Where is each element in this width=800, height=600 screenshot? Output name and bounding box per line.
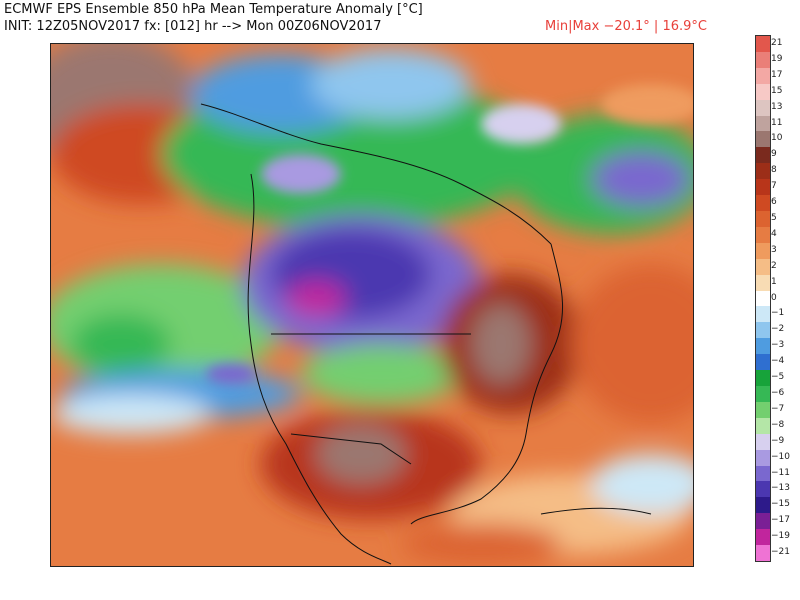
colorbar-tick-label: 10 (771, 133, 783, 144)
colorbar-swatch (756, 226, 770, 244)
caribbean-islands (540, 507, 652, 515)
east-coastline (410, 243, 563, 525)
colorbar-swatch (756, 338, 770, 355)
colorbar-swatch (756, 131, 770, 148)
colorbar-swatch (756, 163, 770, 180)
arctic-coastline (200, 103, 552, 245)
colorbar-swatch (756, 513, 770, 530)
colorbar-swatch (756, 497, 770, 514)
colorbar-swatch (756, 545, 770, 562)
colorbar-tick-label: 8 (771, 165, 777, 176)
colorbar-tick-label: −1 (771, 308, 785, 319)
colorbar-swatch (756, 370, 770, 387)
colorbar-tick-label: −19 (771, 531, 790, 542)
colorbar-tick-label: 21 (771, 37, 783, 48)
colorbar-swatch (756, 274, 770, 292)
colorbar-swatch (756, 417, 770, 435)
colorbar-swatch (756, 99, 770, 117)
colorbar-tick-label: 7 (771, 181, 777, 192)
colorbar-tick-label: −17 (771, 515, 790, 526)
anomaly-map (50, 43, 694, 567)
anomaly-map-svg (51, 44, 693, 566)
us-mexico-border (290, 433, 412, 465)
colorbar-tick-label: 4 (771, 228, 777, 239)
colorbar-tick-label: 3 (771, 244, 777, 255)
colorbar-tick-label: 1 (771, 276, 777, 287)
colorbar-tick-label: 6 (771, 197, 777, 208)
colorbar-tick-label: −7 (771, 403, 785, 414)
colorbar-swatch (756, 242, 770, 260)
colorbar-swatch (756, 147, 770, 164)
colorbar-tick-label: 15 (771, 85, 783, 96)
colorbar-tick-label: −21 (771, 547, 790, 558)
colorbar-swatch (756, 465, 770, 482)
colorbar-tick-label: −5 (771, 372, 785, 383)
coastline-outlines (200, 103, 652, 565)
init-forecast-line: INIT: 12Z05NOV2017 fx: [012] hr --> Mon … (4, 19, 382, 34)
colorbar-swatch (756, 83, 770, 101)
colorbar-swatch (756, 115, 770, 132)
colorbar-swatch (756, 401, 770, 419)
colorbar-tick-label: 11 (771, 117, 783, 128)
west-coastline (247, 173, 392, 565)
colorbar-swatch (756, 529, 770, 546)
colorbar-swatch (756, 211, 770, 228)
anomaly-detail-layer (206, 84, 693, 384)
map-title: ECMWF EPS Ensemble 850 hPa Mean Temperat… (4, 2, 423, 17)
colorbar-swatch (756, 36, 770, 53)
anomaly-field-layer (51, 44, 693, 564)
colorbar-swatch (756, 354, 770, 371)
colorbar-tick-label: −3 (771, 340, 785, 351)
colorbar-swatch (756, 306, 770, 323)
colorbar-tick-label: −10 (771, 451, 790, 462)
colorbar-swatch (756, 449, 770, 467)
colorbar-tick-label: 17 (771, 69, 783, 80)
colorbar-tick-label: −2 (771, 324, 785, 335)
colorbar-swatch (756, 433, 770, 451)
colorbar-swatch (756, 179, 770, 196)
colorbar-swatch (756, 195, 770, 212)
colorbar (755, 35, 771, 562)
colorbar-swatch (756, 322, 770, 339)
colorbar-tick-label: 2 (771, 260, 777, 271)
colorbar-tick-label: 0 (771, 292, 777, 303)
colorbar-tick-label: 5 (771, 212, 777, 223)
colorbar-swatch (756, 67, 770, 85)
colorbar-tick-label: 9 (771, 149, 777, 160)
colorbar-tick-label: −11 (771, 467, 790, 478)
colorbar-swatch (756, 258, 770, 276)
colorbar-swatch (756, 51, 770, 69)
colorbar-tick-label: −9 (771, 435, 785, 446)
colorbar-tick-label: 13 (771, 101, 783, 112)
colorbar-tick-label: −15 (771, 499, 790, 510)
colorbar-tick-label: −4 (771, 356, 785, 367)
colorbar-tick-label: −8 (771, 419, 785, 430)
colorbar-swatch (756, 290, 770, 307)
min-max-readout: Min|Max −20.1° | 16.9°C (545, 19, 707, 34)
colorbar-tick-label: −13 (771, 483, 790, 494)
colorbar-tick-label: 19 (771, 53, 783, 64)
colorbar-swatch (756, 386, 770, 403)
colorbar-tick-label: −6 (771, 387, 785, 398)
colorbar-swatch (756, 481, 770, 498)
